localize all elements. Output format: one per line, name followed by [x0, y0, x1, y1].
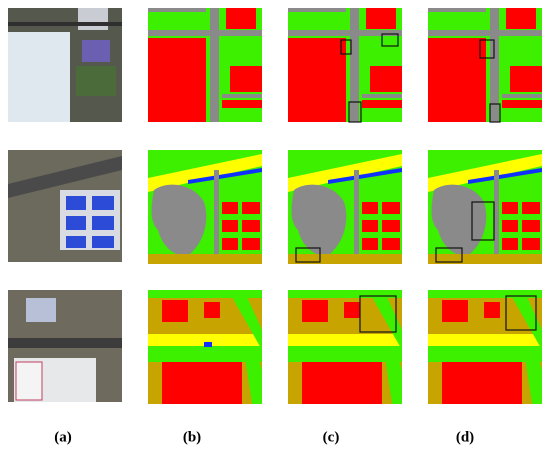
shape	[78, 8, 108, 30]
shape	[8, 32, 70, 122]
highlight-box	[340, 39, 352, 55]
shape	[66, 216, 86, 230]
segmentation-c3	[288, 290, 402, 404]
panel-label: (c)	[323, 429, 340, 445]
highlight-box	[295, 247, 321, 263]
highlight-box	[471, 201, 495, 241]
segmentation-d1	[428, 8, 542, 122]
shape	[8, 22, 122, 26]
highlight-box	[505, 295, 537, 331]
shape	[8, 338, 122, 348]
image-a1	[8, 8, 122, 122]
shape	[92, 216, 114, 230]
highlight-box	[489, 103, 501, 123]
shape	[66, 236, 86, 248]
shape	[92, 236, 114, 248]
segment-patch	[204, 342, 212, 347]
highlight-box	[381, 33, 399, 47]
segmentation-b1	[148, 8, 262, 122]
segmentation-b2	[148, 150, 262, 264]
highlight-box	[479, 39, 495, 59]
segmentation-d2	[428, 150, 542, 264]
image-a2	[8, 150, 122, 262]
image-a3	[8, 290, 122, 402]
panel-label: (b)	[183, 429, 201, 445]
panel-label: (d)	[456, 429, 474, 445]
shape	[26, 298, 56, 322]
shape	[66, 196, 86, 210]
shape	[82, 40, 110, 62]
highlight-box	[359, 295, 397, 333]
shape	[15, 361, 43, 401]
highlight-box	[435, 247, 463, 263]
shape	[8, 156, 122, 198]
panel-label: (a)	[54, 429, 72, 445]
segmentation-d3	[428, 290, 542, 404]
segmentation-c1	[288, 8, 402, 122]
segmentation-c2	[288, 150, 402, 264]
shape	[92, 196, 114, 210]
highlight-box	[348, 101, 362, 123]
shape	[76, 66, 116, 96]
